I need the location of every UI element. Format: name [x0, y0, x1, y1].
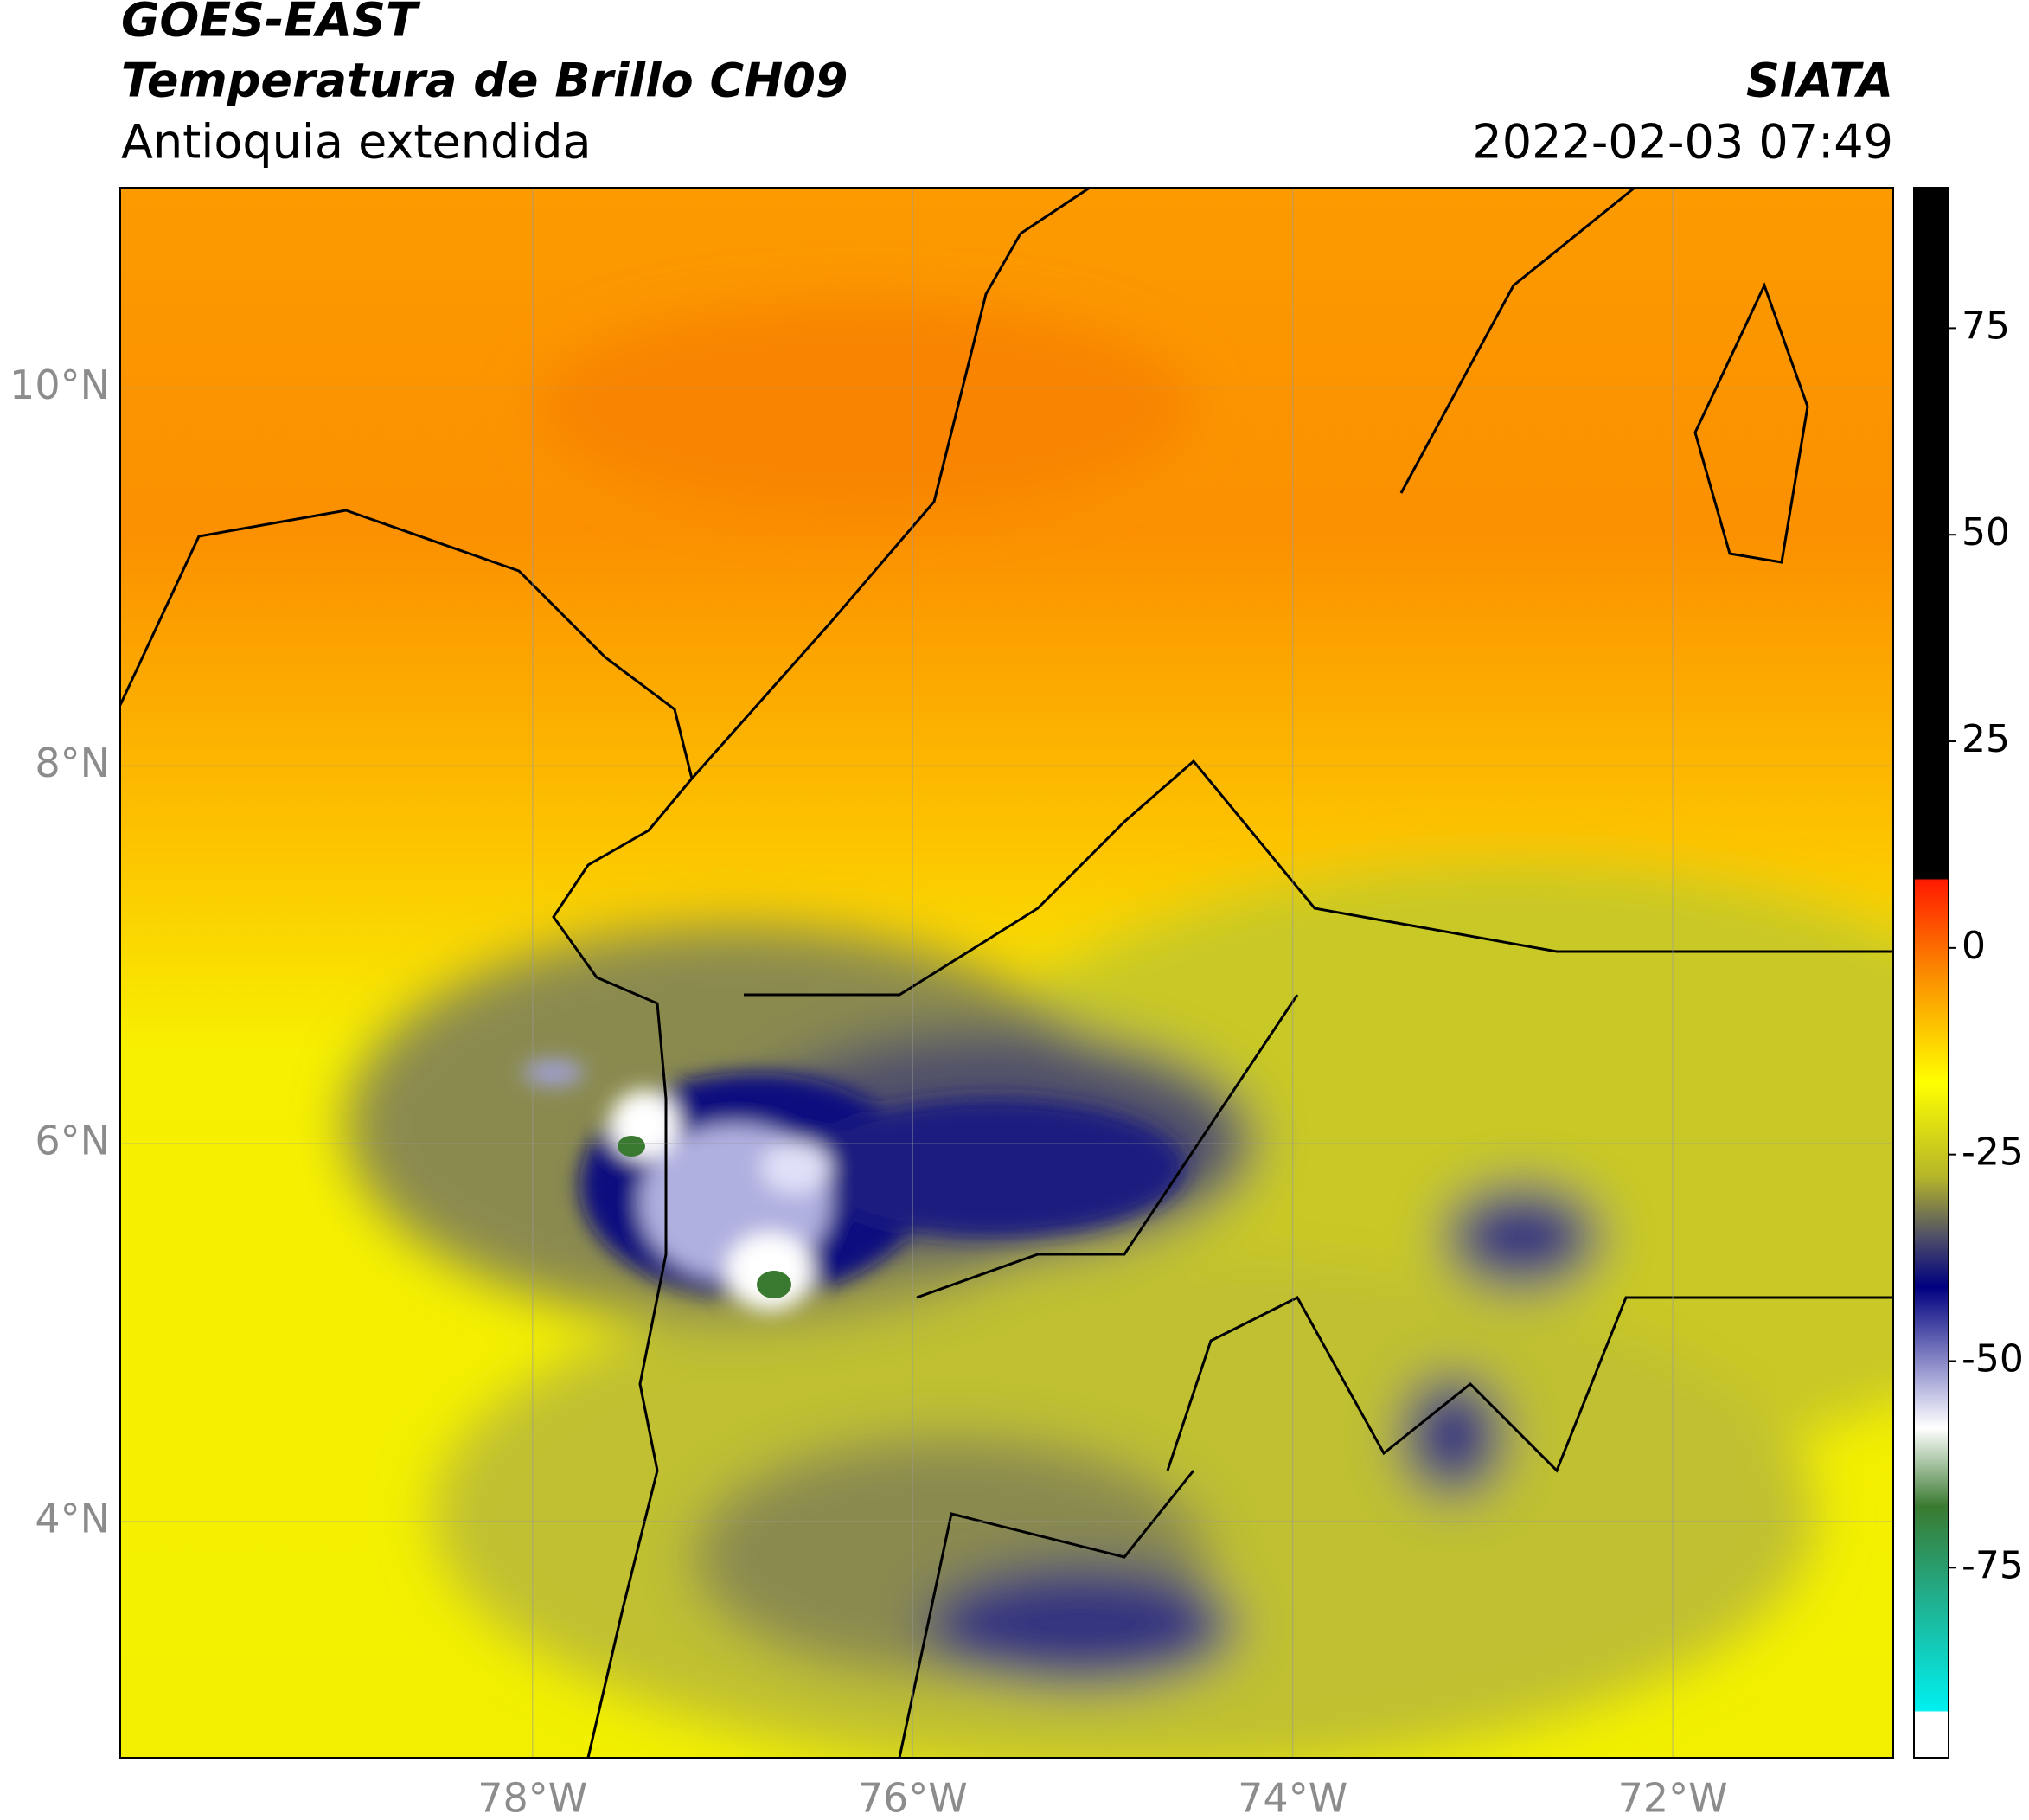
x-tick-label: 76°W	[858, 1775, 968, 1817]
colorbar	[1913, 187, 1949, 1759]
map-frame	[119, 187, 1894, 1759]
coastlines	[120, 188, 1893, 1758]
satellite-image	[120, 188, 1893, 1758]
y-tick-label: 6°N	[35, 1118, 110, 1164]
grid	[120, 188, 1893, 1758]
subtitle: Temperatura de Brillo CH09	[121, 54, 848, 108]
colorbar-tick-label: -25	[1962, 1131, 2024, 1175]
x-tick-label: 78°W	[477, 1775, 587, 1817]
colorbar-tick-label: -75	[1962, 1543, 2024, 1587]
timestamp: 2022-02-03 07:49	[1472, 115, 1893, 170]
title: GOES-EAST	[121, 0, 421, 48]
colorbar-tick-label: -50	[1962, 1336, 2024, 1381]
colorbar-ticks: 75 50 25 0 -25 -50 -75	[1949, 304, 2024, 1587]
colorbar-tick-label: 75	[1962, 304, 2010, 348]
colorbar-tick-label: 50	[1962, 510, 2010, 554]
x-tick-label: 74°W	[1238, 1775, 1347, 1817]
source: SIATA	[1746, 54, 1893, 108]
colorbar-tick-label: 25	[1962, 717, 2010, 761]
axis-labels: 78°W 76°W 74°W 72°W 4°N 6°N 8°N 10°N	[10, 362, 1728, 1820]
region: Antioquia extendida	[121, 115, 592, 170]
x-tick-label: 72°W	[1618, 1775, 1728, 1817]
colorbar-tick-label: 0	[1962, 924, 1986, 968]
y-tick-label: 4°N	[35, 1495, 110, 1541]
y-tick-label: 10°N	[10, 362, 110, 408]
y-tick-label: 8°N	[35, 740, 110, 786]
